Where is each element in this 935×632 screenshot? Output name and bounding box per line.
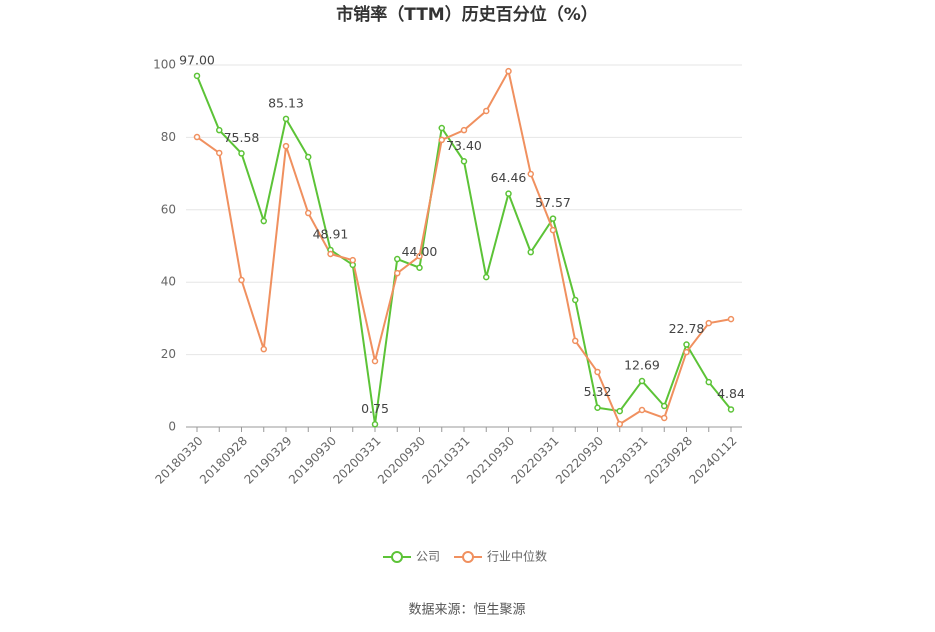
data-point xyxy=(594,368,601,376)
data-label: 48.91 xyxy=(313,226,349,241)
data-point xyxy=(371,421,379,428)
data-point xyxy=(282,115,290,123)
data-point xyxy=(260,345,267,353)
data-point xyxy=(683,348,690,356)
data-point xyxy=(438,136,445,144)
data-point xyxy=(572,296,579,304)
data-label: 22.78 xyxy=(669,321,705,336)
y-tick-label: 100 xyxy=(153,58,176,72)
data-point xyxy=(238,276,245,284)
data-point xyxy=(394,255,401,263)
legend-label: 行业中位数 xyxy=(487,549,547,564)
data-point xyxy=(705,378,712,386)
data-point xyxy=(661,414,668,422)
x-tick-label: 20240112 xyxy=(687,434,740,487)
data-point xyxy=(193,133,201,141)
data-label: 5.32 xyxy=(584,384,612,399)
source: 数据来源：恒生聚源 xyxy=(408,603,525,618)
data-point xyxy=(705,319,712,327)
legend-item[interactable]: 行业中位数 xyxy=(454,549,547,564)
data-point xyxy=(260,217,267,225)
y-tick-label: 0 xyxy=(168,420,176,434)
data-label: 73.40 xyxy=(446,138,482,153)
data-point xyxy=(460,126,468,134)
data-point xyxy=(305,153,312,161)
data-point xyxy=(527,248,534,256)
data-label: 75.58 xyxy=(224,130,260,145)
data-label: 64.46 xyxy=(491,170,527,185)
data-label: 4.84 xyxy=(717,386,745,401)
data-point xyxy=(505,67,512,75)
y-tick-label: 40 xyxy=(161,275,176,289)
data-point xyxy=(483,107,490,115)
data-point xyxy=(616,407,623,415)
legend-label: 公司 xyxy=(416,550,440,564)
y-tick-label: 80 xyxy=(161,130,176,144)
data-point xyxy=(416,264,423,271)
data-label: 0.75 xyxy=(361,401,389,416)
legend-marker xyxy=(462,551,475,563)
data-point xyxy=(394,269,401,277)
data-point xyxy=(193,72,201,80)
legend-marker xyxy=(391,551,403,563)
data-point xyxy=(438,124,445,132)
data-point xyxy=(727,406,735,413)
data-point xyxy=(594,404,601,411)
data-point xyxy=(416,252,423,260)
data-point xyxy=(683,341,690,348)
data-point xyxy=(572,337,579,345)
data-point xyxy=(549,215,557,222)
data-point xyxy=(460,158,468,165)
data-point xyxy=(371,357,379,365)
data-point xyxy=(616,420,623,428)
data-point xyxy=(505,190,512,197)
legend-item[interactable]: 公司 xyxy=(383,550,440,564)
data-point xyxy=(216,126,223,134)
data-point xyxy=(483,273,490,281)
data-label: 44.00 xyxy=(402,244,438,259)
y-tick-label: 20 xyxy=(161,347,176,361)
data-point xyxy=(238,150,245,157)
data-point xyxy=(349,256,356,264)
data-point xyxy=(527,170,534,178)
data-point xyxy=(305,209,312,217)
data-point xyxy=(282,142,290,150)
data-point xyxy=(327,250,334,258)
data-point xyxy=(638,406,646,414)
data-point xyxy=(727,315,735,323)
y-tick-label: 60 xyxy=(161,202,176,216)
data-point xyxy=(216,149,223,157)
chart-title: 市销率（TTM）历史百分位（%） xyxy=(336,4,598,25)
data-label: 12.69 xyxy=(624,358,660,373)
data-label: 57.57 xyxy=(535,195,571,210)
data-point xyxy=(661,402,668,410)
data-label: 85.13 xyxy=(268,95,304,110)
data-label: 97.00 xyxy=(179,52,215,67)
data-point xyxy=(549,226,557,234)
data-point xyxy=(638,377,646,385)
